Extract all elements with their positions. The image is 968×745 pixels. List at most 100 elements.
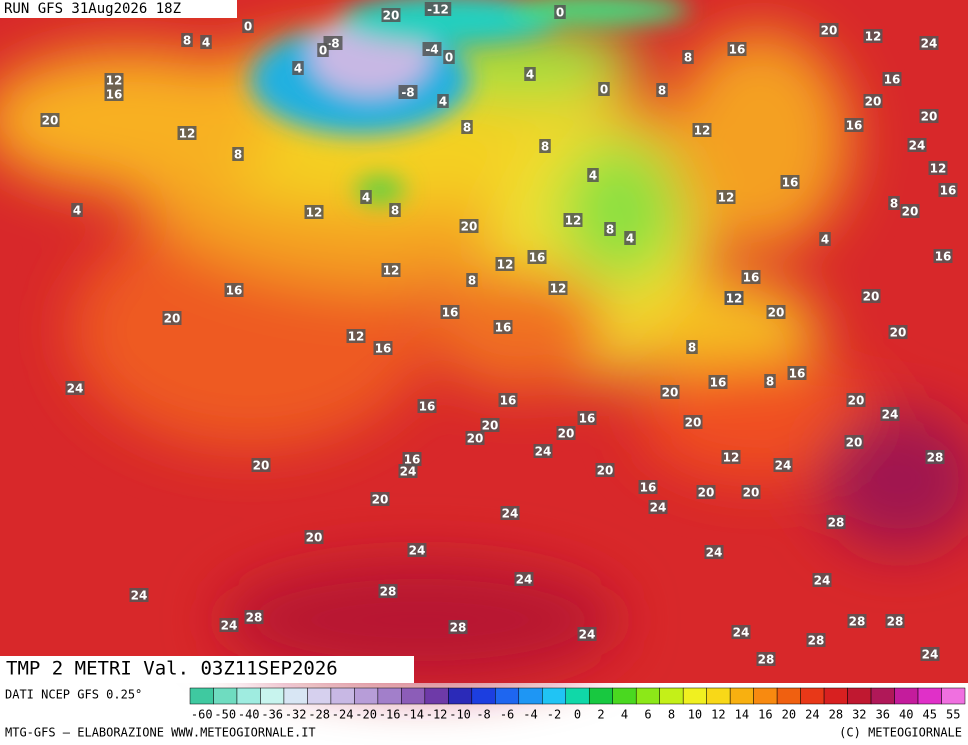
isotherm-label: -12 (427, 3, 449, 17)
colorbar-swatch (847, 687, 872, 705)
isotherm-label: 24 (814, 574, 831, 588)
colorbar-swatch (682, 687, 707, 705)
label-box (756, 652, 776, 666)
isotherm-label: 20 (863, 290, 880, 304)
isotherm-label: 20 (164, 312, 181, 326)
colorbar-swatch (448, 687, 473, 705)
colorbar-tick: -50 (214, 708, 236, 722)
isotherm-label: 20 (921, 110, 938, 124)
isotherm-label: 24 (706, 546, 723, 560)
isotherm-label: 28 (927, 451, 944, 465)
colorbar-tick: 14 (735, 708, 749, 722)
colorbar-swatch (213, 687, 238, 705)
colorbar-tick: 8 (668, 708, 675, 722)
label-box (741, 485, 761, 499)
isotherm-label: 12 (726, 292, 743, 306)
label-box (556, 426, 576, 440)
colorbar-swatch (424, 687, 449, 705)
isotherm-label: 16 (940, 184, 957, 198)
label-box (587, 168, 599, 182)
label-box (181, 33, 193, 47)
isotherm-label: -4 (425, 43, 438, 57)
isotherm-label: 20 (685, 416, 702, 430)
isotherm-label: 28 (849, 615, 866, 629)
isotherm-label: 28 (380, 585, 397, 599)
isotherm-label: 8 (468, 274, 476, 288)
colorbar-tick: -32 (285, 708, 307, 722)
isotherm-label: 28 (828, 516, 845, 530)
isotherm-label: 12 (718, 191, 735, 205)
label-box (682, 50, 694, 64)
isotherm-label: 24 (733, 626, 750, 640)
isotherm-label: 20 (372, 493, 389, 507)
label-box (938, 183, 958, 197)
label-box (129, 588, 149, 602)
label-box (244, 610, 264, 624)
label-box (806, 633, 826, 647)
colorbar-swatch (189, 687, 214, 705)
colorbar-tick: -4 (523, 708, 537, 722)
label-box (398, 85, 418, 99)
label-box (708, 375, 728, 389)
colorbar-tick: 4 (621, 708, 628, 722)
isotherm-label: 24 (409, 544, 426, 558)
label-box (766, 305, 786, 319)
colorbar-tick: 40 (899, 708, 913, 722)
isotherm-label: 12 (179, 127, 196, 141)
isotherm-label: 16 (495, 321, 512, 335)
isotherm-label: 8 (688, 341, 696, 355)
isotherm-label: 4 (294, 62, 302, 76)
isotherm-label: 16 (729, 43, 746, 57)
colorbar-tick: 24 (805, 708, 819, 722)
isotherm-label: 4 (73, 204, 81, 218)
label-box (919, 109, 939, 123)
label-box (304, 530, 324, 544)
isotherm-label: 24 (535, 445, 552, 459)
isotherm-label: 24 (579, 628, 596, 642)
label-box (819, 232, 831, 246)
footer-left: MTG-GFS — ELABORAZIONE WWW.METEOGIORNALE… (5, 726, 316, 740)
isotherm-label: 28 (246, 611, 263, 625)
isotherm-label: 24 (909, 139, 926, 153)
isotherm-label: 24 (221, 619, 238, 633)
label-box (721, 450, 741, 464)
isotherm-label: 4 (526, 68, 534, 82)
label-box (696, 485, 716, 499)
label-box (480, 418, 500, 432)
isotherm-label: 16 (640, 481, 657, 495)
colorbar-swatch (941, 687, 966, 705)
colorbar-swatch (917, 687, 942, 705)
label-box (861, 289, 881, 303)
isotherm-label: 24 (921, 37, 938, 51)
label-box (595, 463, 615, 477)
label-box (360, 190, 372, 204)
colorbar-swatch (612, 687, 637, 705)
isotherm-label: 16 (419, 400, 436, 414)
label-box (398, 464, 418, 478)
label-box (656, 83, 668, 97)
isotherm-label: 28 (808, 634, 825, 648)
isotherm-label: 8 (658, 84, 666, 98)
label-box (346, 329, 366, 343)
isotherm-label: 4 (821, 233, 829, 247)
colorbar-swatch (377, 687, 402, 705)
colorbar-tick: 45 (923, 708, 937, 722)
label-box (498, 393, 518, 407)
isotherm-label: 4 (439, 95, 447, 109)
colorbar-swatch (659, 687, 684, 705)
label-box (716, 190, 736, 204)
isotherm-label: 28 (450, 621, 467, 635)
label-box (417, 399, 437, 413)
isotherm-label: 12 (348, 330, 365, 344)
label-box (465, 431, 485, 445)
colorbar-tick: 28 (829, 708, 843, 722)
label-box (863, 94, 883, 108)
isotherm-label: 16 (529, 251, 546, 265)
label-box (292, 61, 304, 75)
isotherm-label: 16 (500, 394, 517, 408)
label-box (524, 67, 536, 81)
isotherm-label: 12 (497, 258, 514, 272)
isotherm-label: 20 (558, 427, 575, 441)
colorbar-swatch (283, 687, 308, 705)
label-box (554, 5, 566, 19)
